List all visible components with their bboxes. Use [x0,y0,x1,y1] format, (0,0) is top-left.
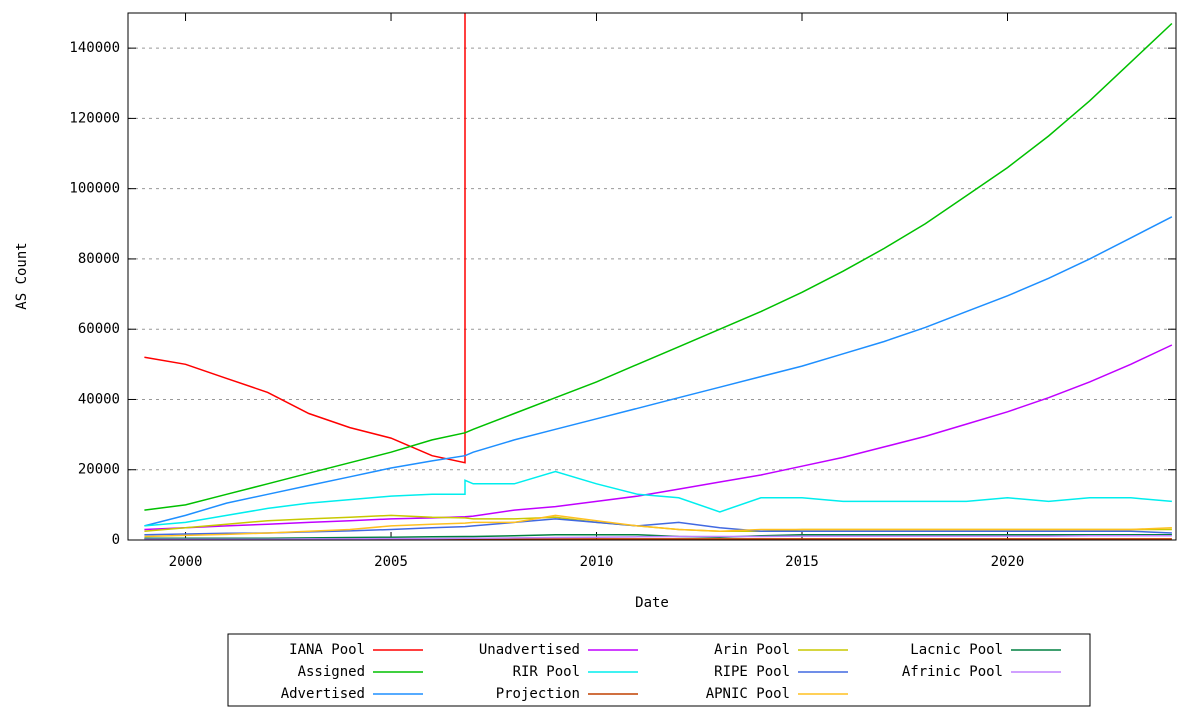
y-tick-label: 20000 [78,462,120,478]
legend-label: Unadvertised [479,642,580,658]
series-line [144,344,1173,531]
y-tick-label: 80000 [78,251,120,267]
legend-label: IANA Pool [289,642,365,658]
y-tick-label: 40000 [78,391,120,407]
legend-label: RIR Pool [513,664,580,680]
series-line [144,13,466,464]
series-line [144,533,1172,539]
series-line [144,514,1172,538]
x-tick-label: 2000 [169,554,203,570]
y-axis-label: AS Count [14,242,30,309]
y-tick-label: 120000 [69,110,120,126]
plot-frame [127,12,1177,541]
legend-label: Advertised [281,686,365,702]
series-line [144,216,1173,527]
y-tick-label: 0 [112,532,120,548]
x-tick-label: 2020 [991,554,1025,570]
legend-label: APNIC Pool [706,686,790,702]
y-tick-label: 100000 [69,181,120,197]
legend-label: Assigned [298,664,365,680]
y-tick-label: 140000 [69,40,120,56]
y-tick-label: 60000 [78,321,120,337]
legend-box [227,633,1091,707]
legend-label: RIPE Pool [714,664,790,680]
x-axis-label: Date [635,595,669,611]
legend-label: Lacnic Pool [910,642,1003,658]
legend-label: Projection [496,686,580,702]
x-tick-label: 2010 [580,554,614,570]
legend-label: Arin Pool [714,642,790,658]
x-tick-label: 2015 [785,554,819,570]
series-line [144,535,1172,541]
series-line [144,470,1172,527]
x-tick-label: 2005 [374,554,408,570]
series-line [144,22,1173,511]
legend-label: Afrinic Pool [902,664,1003,680]
